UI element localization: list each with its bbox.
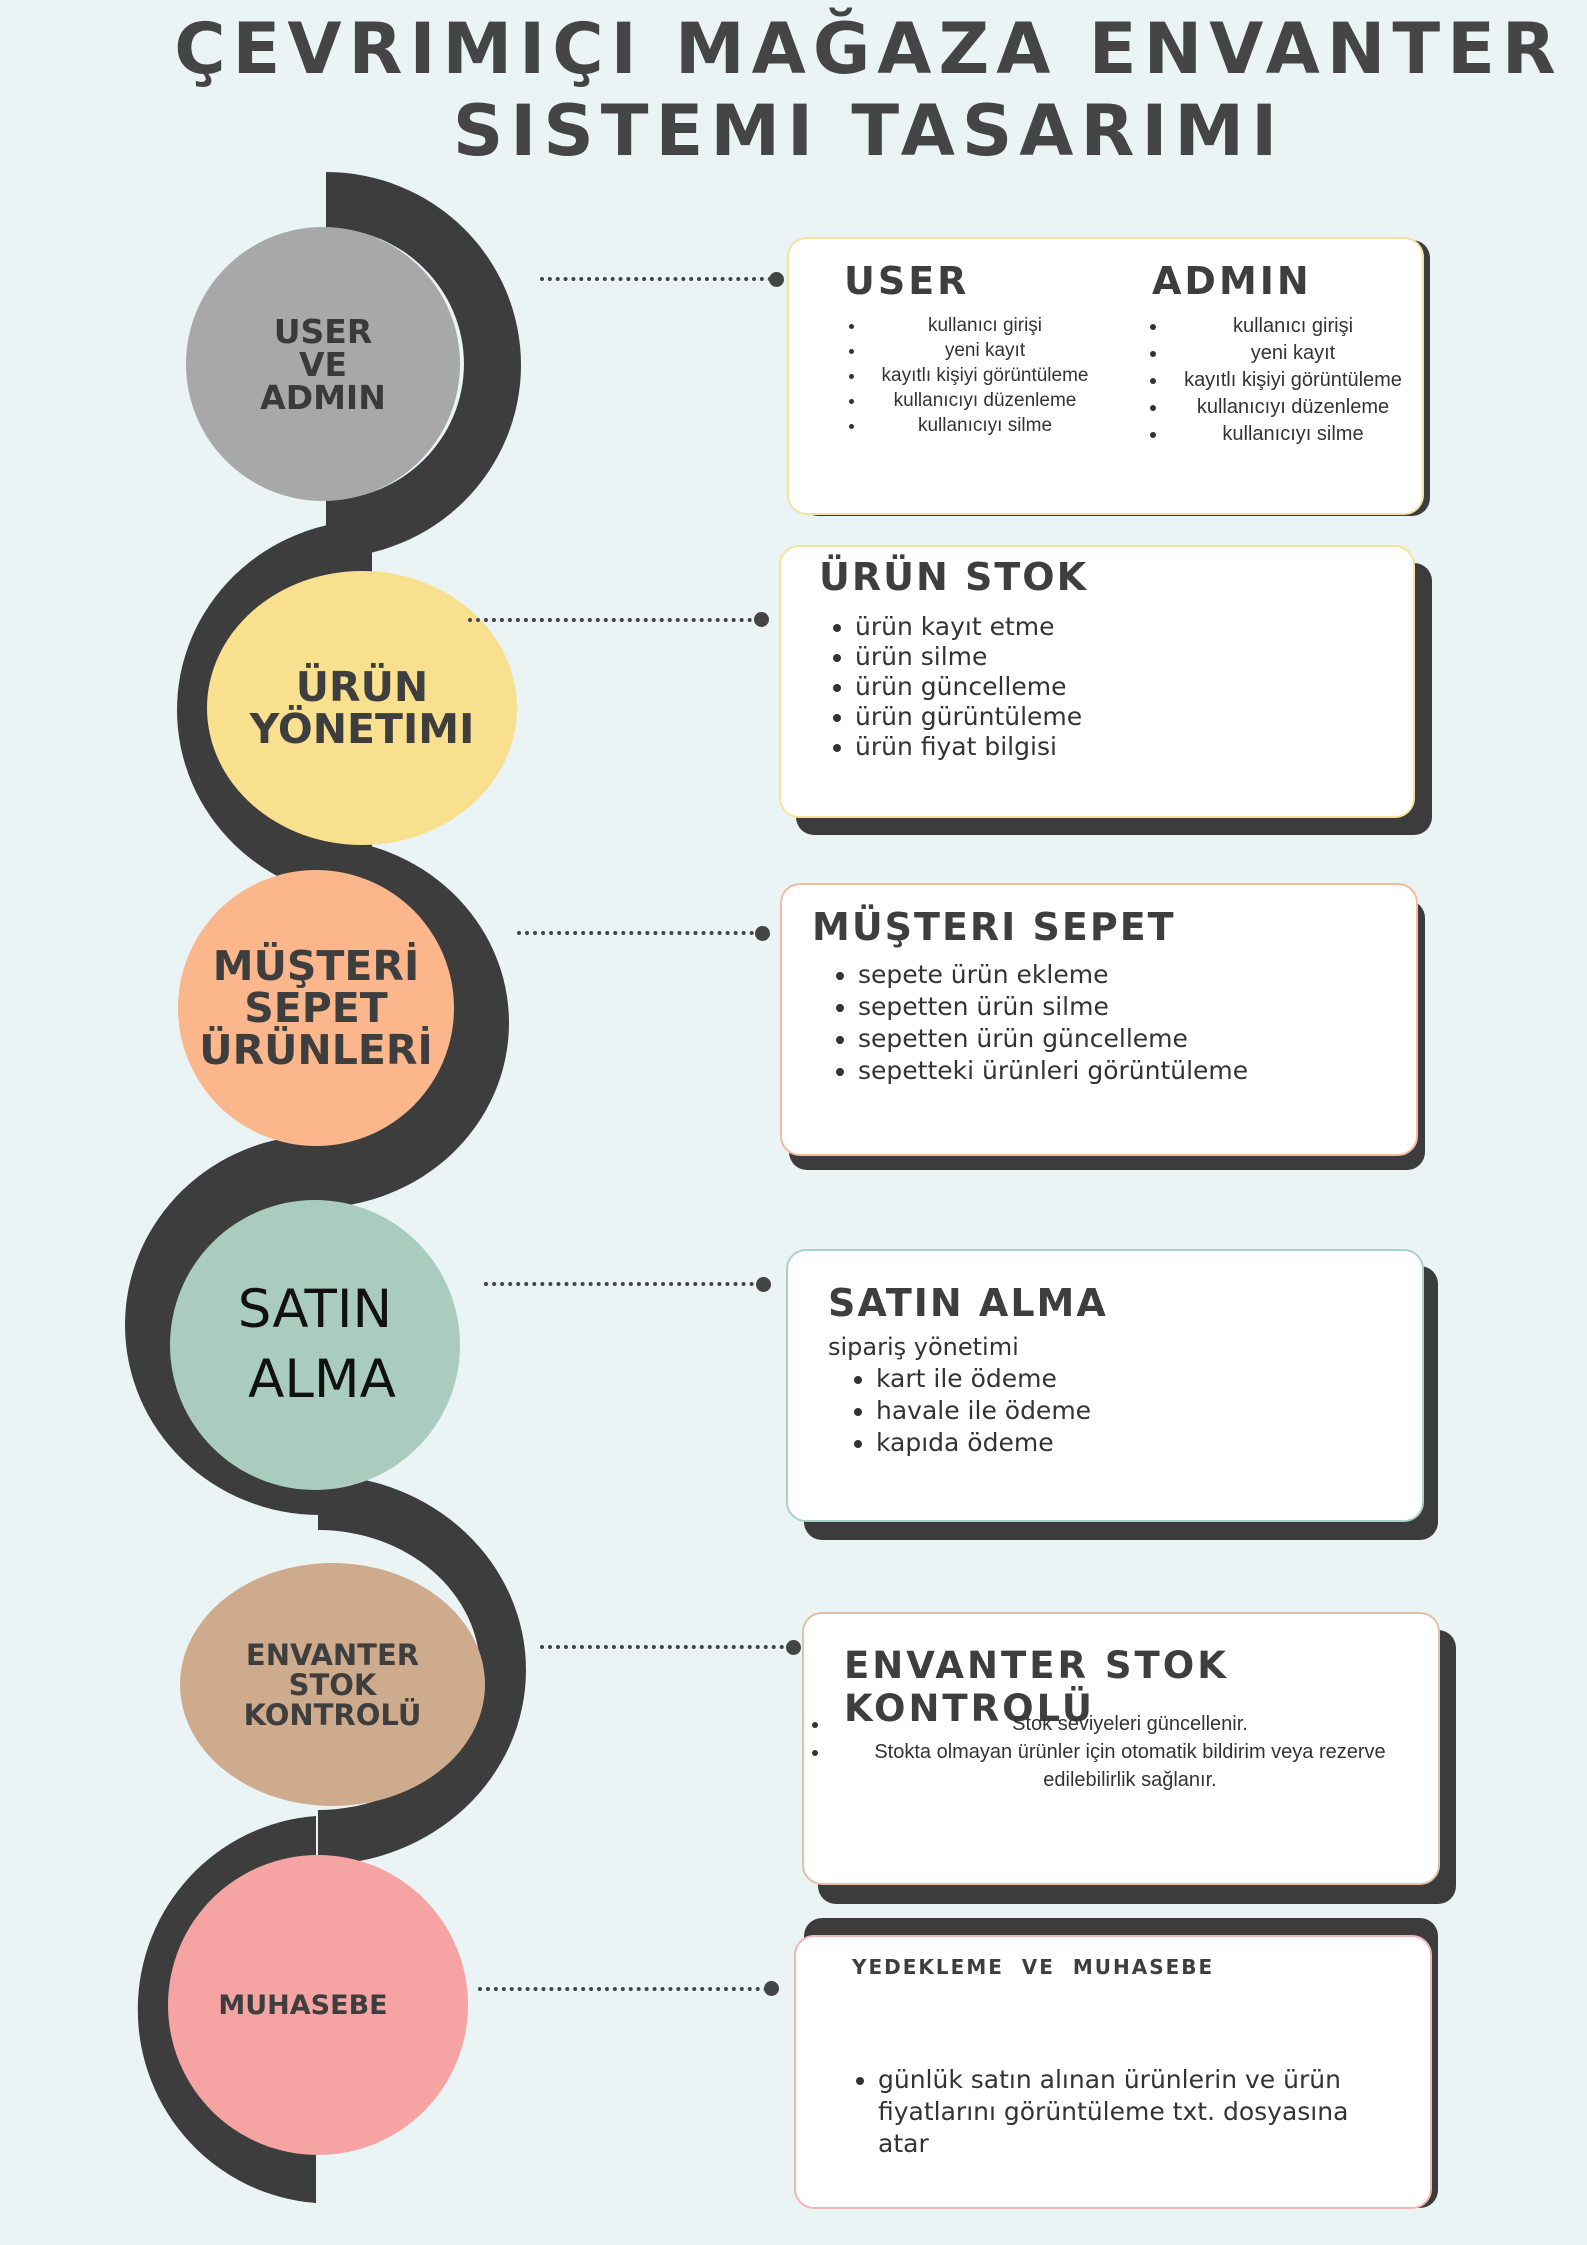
node-musteri-line-3: ÜRÜNLERİ xyxy=(199,1026,433,1074)
musteri-sepet-item-1: sepete ürün ekleme xyxy=(858,959,1248,991)
admin-title: ADMIN xyxy=(1152,259,1312,303)
connector-envanter xyxy=(540,1645,792,1649)
node-envanter-stok: ENVANTER STOK KONTROLÜ xyxy=(180,1563,485,1806)
page-title: ÇEVRIMIÇI MAĞAZA ENVANTER SISTEMI TASARI… xyxy=(150,8,1587,172)
spine-segment-3 xyxy=(314,838,509,1208)
user-item-2: yeni kayıt xyxy=(866,338,1104,363)
satin-alma-item-3: kapıda ödeme xyxy=(876,1427,1091,1459)
node-urun-line-1: ÜRÜN xyxy=(295,663,429,711)
musteri-sepet-item-4: sepetteki ürünleri görüntüleme xyxy=(858,1055,1248,1087)
node-satin-line-2: ALMA xyxy=(248,1349,396,1410)
urun-stok-item-5: ürün fiyat bilgisi xyxy=(855,732,1082,762)
musteri-sepet-list: sepete ürün ekleme sepetten ürün silme s… xyxy=(858,959,1248,1087)
satin-alma-item-2: havale ile ödeme xyxy=(876,1395,1091,1427)
admin-column: ADMIN kullanıcı girişi yeni kayıt kayıtl… xyxy=(1146,259,1418,448)
satin-alma-subtitle: sipariş yönetimi xyxy=(828,1333,1019,1361)
connector-dot-envanter xyxy=(786,1640,801,1655)
urun-stok-title: ÜRÜN STOK xyxy=(819,555,1089,599)
connector-musteri xyxy=(517,931,762,935)
satin-alma-item-1: kart ile ödeme xyxy=(876,1363,1091,1395)
admin-item-3: kayıtlı kişiyi görüntüleme xyxy=(1168,367,1418,394)
node-envanter-line-2: STOK xyxy=(288,1667,377,1702)
urun-stok-list: ürün kayıt etme ürün silme ürün güncelle… xyxy=(855,612,1082,762)
admin-item-5: kullanıcıyı silme xyxy=(1168,421,1418,448)
card-urun-stok: ÜRÜN STOK ürün kayıt etme ürün silme ürü… xyxy=(779,545,1415,818)
connector-dot-muhasebe xyxy=(764,1981,779,1996)
spine-segment-1 xyxy=(326,172,521,558)
card-satin-alma: SATIN ALMA sipariş yönetimi kart ile öde… xyxy=(786,1249,1424,1522)
muhasebe-list: günlük satın alınan ürünlerin ve ürün fi… xyxy=(878,2064,1378,2160)
user-item-1: kullanıcı girişi xyxy=(866,313,1104,338)
envanter-list: Stok seviyeleri güncellenir. Stokta olma… xyxy=(830,1710,1430,1794)
urun-stok-item-2: ürün silme xyxy=(855,642,1082,672)
urun-stok-item-4: ürün gürüntüleme xyxy=(855,702,1082,732)
node-user-admin: USER VE ADMIN xyxy=(186,227,460,501)
node-envanter-line-3: KONTROLÜ xyxy=(243,1697,422,1732)
node-muhasebe: MUHASEBE xyxy=(168,1855,468,2155)
urun-stok-item-3: ürün güncelleme xyxy=(855,672,1082,702)
musteri-sepet-title: MÜŞTERI SEPET xyxy=(812,905,1176,949)
card-envanter: ENVANTER STOK KONTROLÜ Stok seviyeleri g… xyxy=(802,1612,1440,1885)
connector-satin-alma xyxy=(484,1282,762,1286)
card-muhasebe: YEDEKLEME VE MUHASEBE günlük satın alına… xyxy=(794,1935,1432,2209)
musteri-sepet-item-3: sepetten ürün güncelleme xyxy=(858,1023,1248,1055)
node-satin-line-1: SATIN xyxy=(237,1279,393,1340)
card-user-admin: USER kullanıcı girişi yeni kayıt kayıtlı… xyxy=(787,237,1424,515)
node-musteri-line-1: MÜŞTERİ xyxy=(212,942,420,990)
connector-urun xyxy=(468,618,760,622)
user-item-4: kullanıcıyı düzenleme xyxy=(866,388,1104,413)
muhasebe-item-1: günlük satın alınan ürünlerin ve ürün fi… xyxy=(878,2064,1378,2160)
title-line-2: SISTEMI TASARIMI xyxy=(452,90,1285,172)
connector-user-admin xyxy=(540,277,772,281)
user-column: USER kullanıcı girişi yeni kayıt kayıtlı… xyxy=(844,259,1104,438)
admin-item-2: yeni kayıt xyxy=(1168,340,1418,367)
node-user-admin-line-2: VE xyxy=(298,344,348,384)
urun-stok-item-1: ürün kayıt etme xyxy=(855,612,1082,642)
node-user-admin-line-1: USER xyxy=(273,311,373,351)
node-urun-line-2: YÖNETIMI xyxy=(249,705,475,753)
connector-dot-musteri xyxy=(755,926,770,941)
envanter-item-2: Stokta olmayan ürünler için otomatik bil… xyxy=(830,1738,1430,1794)
user-item-3: kayıtlı kişiyi görüntüleme xyxy=(866,363,1104,388)
node-musteri-line-2: SEPET xyxy=(244,984,388,1032)
user-list: kullanıcı girişi yeni kayıt kayıtlı kişi… xyxy=(844,313,1104,438)
connector-muhasebe xyxy=(478,1987,768,1991)
node-muhasebe-label: MUHASEBE xyxy=(218,1989,388,2021)
musteri-sepet-item-2: sepetten ürün silme xyxy=(858,991,1248,1023)
satin-alma-list: kart ile ödeme havale ile ödeme kapıda ö… xyxy=(876,1363,1091,1459)
node-urun-yonetimi: ÜRÜN YÖNETIMI xyxy=(207,571,517,845)
node-envanter-line-1: ENVANTER xyxy=(245,1637,420,1672)
muhasebe-title: YEDEKLEME VE MUHASEBE xyxy=(852,1955,1215,1979)
card-musteri-sepet: MÜŞTERI SEPET sepete ürün ekleme sepette… xyxy=(780,883,1418,1156)
connector-dot-user-admin xyxy=(769,272,784,287)
node-user-admin-line-3: ADMIN xyxy=(260,377,386,417)
envanter-title: ENVANTER STOK KONTROLÜ xyxy=(844,1644,1229,1730)
connector-dot-urun xyxy=(754,612,769,627)
spine-segment-2 xyxy=(177,520,372,900)
user-title: USER xyxy=(844,259,970,303)
node-musteri-sepet: MÜŞTERİ SEPET ÜRÜNLERİ xyxy=(178,870,454,1146)
node-satin-alma: SATIN ALMA xyxy=(170,1200,460,1490)
envanter-item-1: Stok seviyeleri güncellenir. xyxy=(830,1710,1430,1738)
user-item-5: kullanıcıyı silme xyxy=(866,413,1104,438)
satin-alma-title: SATIN ALMA xyxy=(828,1281,1108,1325)
title-line-1: ÇEVRIMIÇI MAĞAZA ENVANTER xyxy=(174,8,1563,90)
admin-item-4: kullanıcıyı düzenleme xyxy=(1168,394,1418,421)
admin-list: kullanıcı girişi yeni kayıt kayıtlı kişi… xyxy=(1146,313,1418,448)
spine-segment-5 xyxy=(318,1475,526,1865)
connector-dot-satin-alma xyxy=(756,1277,771,1292)
spine-segment-4 xyxy=(125,1135,320,1515)
admin-item-1: kullanıcı girişi xyxy=(1168,313,1418,340)
spine-segment-6 xyxy=(137,1816,316,2203)
